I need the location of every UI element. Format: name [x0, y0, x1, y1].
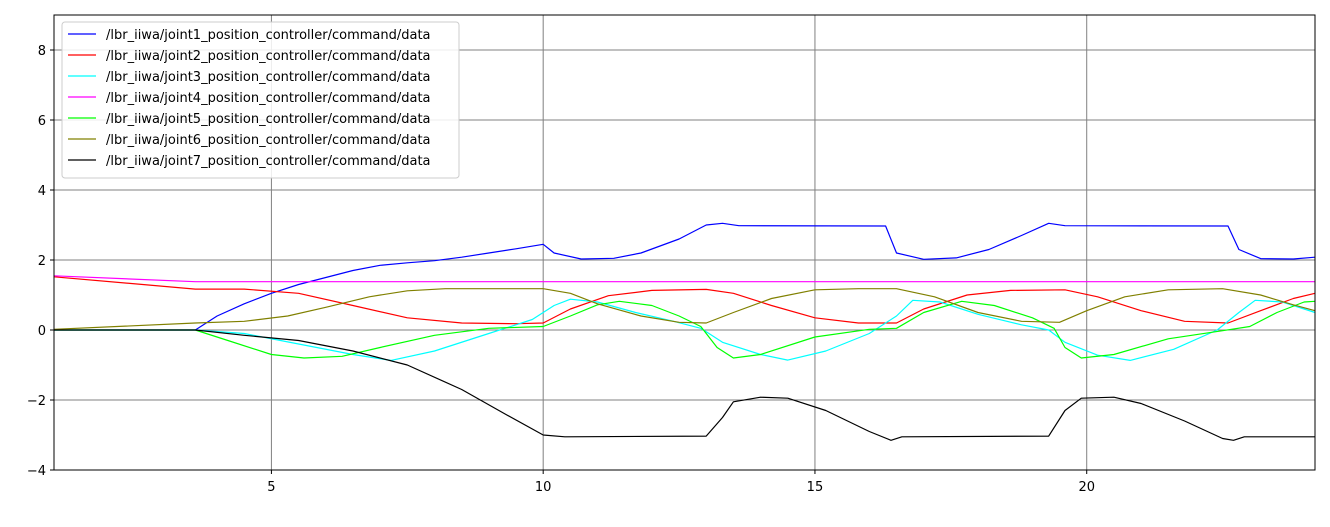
y-tick-label: 2: [38, 254, 46, 269]
y-tick-label: −2: [27, 394, 46, 409]
x-tick-label: 20: [1078, 480, 1095, 495]
y-axis-ticks: −4 −2 0 2 4 6 8: [27, 44, 54, 479]
y-tick-label: −4: [27, 464, 46, 479]
legend-label: /lbr_iiwa/joint4_position_controller/com…: [106, 91, 431, 106]
y-tick-label: 6: [38, 114, 46, 129]
y-tick-label: 4: [38, 184, 46, 199]
legend-label: /lbr_iiwa/joint2_position_controller/com…: [106, 49, 431, 64]
series-line-joint2: [53, 276, 1316, 325]
legend-label: /lbr_iiwa/joint6_position_controller/com…: [106, 133, 431, 148]
legend-box: [61, 21, 460, 179]
x-tick-label: 15: [807, 480, 824, 495]
legend-label: /lbr_iiwa/joint1_position_controller/com…: [106, 28, 431, 43]
legend: /lbr_iiwa/joint1_position_controller/com…: [61, 21, 460, 179]
series-line-joint3: [54, 298, 1316, 361]
x-tick-label: 5: [267, 480, 275, 495]
series-line-joint6: [53, 288, 1316, 330]
x-axis-ticks: 5 10 15 20: [267, 470, 1095, 495]
legend-label: /lbr_iiwa/joint5_position_controller/com…: [106, 112, 431, 127]
series-line-joint1: [54, 222, 1316, 331]
y-tick-label: 8: [38, 44, 46, 59]
plot-frame: [53, 14, 1316, 471]
series-line-joint7: [54, 329, 1315, 441]
legend-label: /lbr_iiwa/joint3_position_controller/com…: [106, 70, 431, 85]
series-line-joint5: [54, 300, 1316, 359]
series-lines: [53, 222, 1316, 441]
x-tick-label: 10: [535, 480, 552, 495]
legend-label: /lbr_iiwa/joint7_position_controller/com…: [106, 154, 431, 169]
y-tick-label: 0: [38, 324, 46, 339]
series-line-joint4: [53, 275, 1315, 283]
